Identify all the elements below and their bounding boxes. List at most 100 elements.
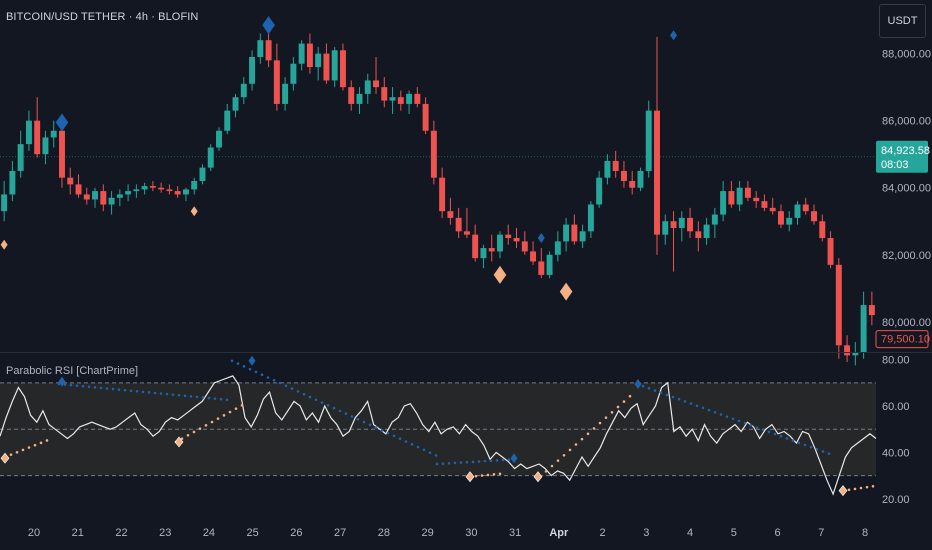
sar-dot (592, 427, 596, 430)
candle-body (224, 110, 231, 131)
candle (554, 231, 561, 262)
rsi-down-signal (58, 376, 66, 387)
candle-body (736, 187, 743, 205)
candle-body (703, 224, 710, 239)
sar-dot (192, 430, 196, 434)
sar-dot (195, 395, 199, 399)
sar-dot (495, 459, 499, 462)
candle (290, 56, 297, 91)
sar-dot (204, 424, 208, 427)
time-axis-label: Apr (549, 527, 569, 539)
candle-body (439, 177, 446, 212)
sar-dot (480, 474, 484, 477)
rsi-axis-label: 60.00 (882, 401, 910, 413)
sar-dot (362, 420, 366, 424)
candle (149, 181, 156, 192)
sar-dot (580, 437, 584, 441)
price-up-marker (190, 206, 198, 217)
sar-dot (374, 426, 378, 429)
candle-body (662, 221, 669, 235)
candle-body (166, 189, 173, 192)
candle (240, 77, 247, 104)
sar-dot (671, 395, 675, 399)
currency-selector-button[interactable]: USDT (879, 4, 926, 38)
rsi-down-signal (510, 453, 518, 464)
candle-body (133, 189, 140, 192)
candle (25, 110, 32, 151)
sar-dot (201, 396, 205, 399)
candle-body (364, 80, 371, 94)
candle-body (604, 160, 611, 178)
candle-body (860, 305, 867, 352)
sar-dot (81, 384, 85, 388)
indicator-title: Parabolic RSI [ChartPrime] (6, 365, 139, 377)
sar-dot (683, 400, 687, 403)
sar-dot (147, 391, 151, 394)
candle-body (381, 87, 388, 101)
candle-body (100, 191, 107, 205)
sar-dot (45, 439, 49, 442)
candle (670, 211, 677, 272)
candle-body (265, 40, 272, 61)
time-axis-label: 8 (862, 527, 868, 539)
candle (50, 120, 57, 148)
sar-dot (210, 420, 214, 424)
sar-dot (477, 460, 481, 463)
candle (819, 214, 826, 242)
price-up-marker (559, 282, 573, 301)
sar-dot (556, 459, 560, 462)
sar-dot (117, 388, 121, 391)
sar-dot (314, 398, 318, 402)
time-axis-label: 4 (687, 527, 693, 539)
candle-body (356, 93, 363, 104)
candle (389, 87, 396, 114)
sar-dot (260, 373, 264, 377)
sar-dot (707, 408, 711, 412)
candle-body (687, 217, 694, 232)
candle (430, 120, 437, 185)
candle-body (612, 160, 619, 171)
candle-body (406, 93, 413, 104)
sar-dot (483, 459, 487, 463)
price-down-marker (262, 16, 275, 35)
candle (472, 224, 479, 262)
candle (216, 127, 222, 151)
sar-dot (225, 398, 229, 402)
candle (579, 224, 586, 249)
candle (637, 167, 644, 192)
price-axis-label: 82,000.00 (882, 250, 931, 262)
sar-dot (320, 401, 324, 404)
candle-body (579, 231, 586, 242)
time-axis-label: 26 (290, 527, 302, 539)
candle (786, 211, 793, 232)
price-pane[interactable] (0, 16, 876, 366)
time-axis-label: 23 (159, 527, 171, 539)
rsi-pane[interactable] (0, 355, 877, 497)
sar-dot (236, 362, 240, 365)
candle (323, 43, 330, 84)
candle (687, 207, 694, 239)
candle (298, 40, 305, 71)
sar-dot (859, 486, 863, 490)
candle-body (373, 80, 379, 88)
sar-dot (489, 459, 493, 463)
sar-dot (435, 462, 439, 466)
sar-dot (228, 410, 232, 414)
candle (711, 207, 718, 239)
candle (191, 177, 198, 195)
sar-dot (27, 446, 31, 449)
candle (811, 204, 817, 225)
candle-body (75, 184, 82, 195)
candle (42, 130, 49, 165)
candle-body (629, 181, 636, 188)
axes: 80,000.00 82,000.00 84,000.00 86,000.00 88,0… (0, 49, 932, 539)
sar-dot (507, 458, 511, 462)
candle-body (480, 248, 487, 259)
rsi-up-signal (0, 452, 10, 464)
candle-body (323, 53, 330, 81)
candle-body (620, 170, 627, 182)
candle (34, 97, 41, 158)
candle-body (17, 144, 24, 171)
candle-body (472, 234, 479, 259)
